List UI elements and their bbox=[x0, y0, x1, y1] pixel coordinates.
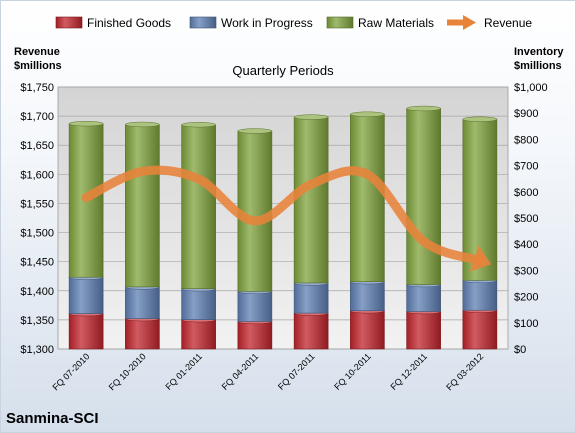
x-tick-label: FQ 04-2011 bbox=[220, 351, 261, 392]
bar-segment-work-in-progress bbox=[181, 288, 216, 320]
bar-segment-cap bbox=[293, 114, 329, 120]
bar-segment-work-in-progress bbox=[293, 282, 329, 314]
right-tick-label: $800 bbox=[514, 134, 538, 146]
bar-segment-cap bbox=[181, 122, 216, 128]
x-tick-label: FQ 10-2010 bbox=[107, 351, 148, 392]
legend-swatch bbox=[189, 16, 217, 29]
left-tick-label: $1,650 bbox=[20, 140, 54, 152]
left-tick-label: $1,550 bbox=[20, 198, 54, 210]
left-tick-label: $1,450 bbox=[20, 257, 54, 269]
bar-segment-finished-goods bbox=[237, 321, 273, 350]
right-tick-label: $600 bbox=[514, 187, 538, 199]
right-tick-label: $0 bbox=[514, 344, 526, 356]
bar-segment-raw-materials bbox=[350, 113, 385, 282]
right-tick-label: $300 bbox=[514, 265, 538, 277]
left-tick-label: $1,750 bbox=[20, 82, 54, 94]
left-tick-label: $1,400 bbox=[20, 286, 54, 298]
bar-segment-cap bbox=[462, 116, 498, 122]
legend-swatch bbox=[55, 16, 83, 29]
legend-label: Work in Progress bbox=[221, 16, 313, 30]
bar-segment-cap bbox=[237, 128, 273, 134]
bar-segment-finished-goods bbox=[350, 310, 385, 350]
bar-segment-raw-materials bbox=[181, 124, 216, 290]
x-tick-label: FQ 07-2011 bbox=[276, 351, 317, 392]
bar-segment-raw-materials bbox=[406, 108, 441, 285]
bar-segment-finished-goods bbox=[68, 313, 104, 350]
revenue-arrowhead bbox=[469, 245, 492, 272]
left-tick-label: $1,300 bbox=[20, 344, 54, 356]
x-tick-label: FQ 12-2011 bbox=[388, 351, 429, 392]
bar-segment-work-in-progress bbox=[462, 280, 498, 311]
bar-segment-work-in-progress bbox=[125, 286, 160, 319]
bar-segment-raw-materials bbox=[125, 124, 160, 288]
left-tick-label: $1,700 bbox=[20, 111, 54, 123]
bar-segment-finished-goods bbox=[293, 312, 329, 350]
right-tick-label: $900 bbox=[514, 108, 538, 120]
right-axis-title: Inventory bbox=[514, 46, 564, 58]
bar-segment-finished-goods bbox=[125, 318, 160, 350]
right-tick-label: $200 bbox=[514, 292, 538, 304]
legend-label: Revenue bbox=[484, 16, 532, 30]
company-name: Sanmina-SCI bbox=[6, 410, 99, 427]
bar-segment-finished-goods bbox=[181, 319, 216, 350]
bar-segment-cap bbox=[125, 121, 160, 128]
bar-segment-cap bbox=[68, 121, 104, 127]
x-tick-label: FQ 03-2012 bbox=[444, 351, 485, 392]
right-tick-label: $1,000 bbox=[514, 82, 548, 94]
bar-segment-work-in-progress bbox=[406, 284, 441, 312]
left-axis-title: Revenue bbox=[14, 46, 60, 58]
right-axis-title: $millions bbox=[514, 60, 562, 72]
bar-segment-raw-materials bbox=[293, 116, 329, 284]
right-tick-label: $400 bbox=[514, 239, 538, 251]
legend-revenue-arrow bbox=[463, 15, 476, 30]
left-tick-label: $1,500 bbox=[20, 228, 54, 240]
left-tick-label: $1,350 bbox=[20, 315, 54, 327]
bar-segment-work-in-progress bbox=[68, 276, 104, 314]
x-tick-label: FQ 10-2011 bbox=[332, 351, 373, 392]
bar-segment-finished-goods bbox=[462, 309, 498, 350]
right-tick-label: $500 bbox=[514, 213, 538, 225]
right-tick-label: $700 bbox=[514, 161, 538, 173]
left-axis-title: $millions bbox=[14, 60, 62, 72]
bar-segment-work-in-progress bbox=[237, 291, 273, 322]
legend-label: Raw Materials bbox=[358, 16, 434, 30]
left-tick-label: $1,600 bbox=[20, 169, 54, 181]
chart-subtitle: Quarterly Periods bbox=[232, 63, 334, 78]
x-tick-label: FQ 01-2011 bbox=[163, 351, 204, 392]
legend-label: Finished Goods bbox=[87, 16, 171, 30]
right-tick-label: $100 bbox=[514, 318, 538, 330]
x-tick-label: FQ 07-2010 bbox=[51, 351, 92, 392]
bar-segment-cap bbox=[350, 111, 385, 117]
legend-swatch bbox=[326, 16, 354, 29]
bar-segment-finished-goods bbox=[406, 311, 441, 350]
bar-segment-cap bbox=[406, 105, 441, 112]
bar-segment-work-in-progress bbox=[350, 281, 385, 312]
revenue-line bbox=[81, 165, 485, 266]
